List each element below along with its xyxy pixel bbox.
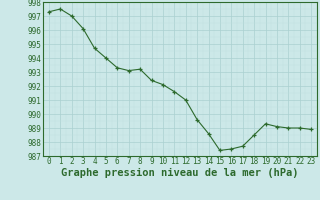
- X-axis label: Graphe pression niveau de la mer (hPa): Graphe pression niveau de la mer (hPa): [61, 168, 299, 178]
